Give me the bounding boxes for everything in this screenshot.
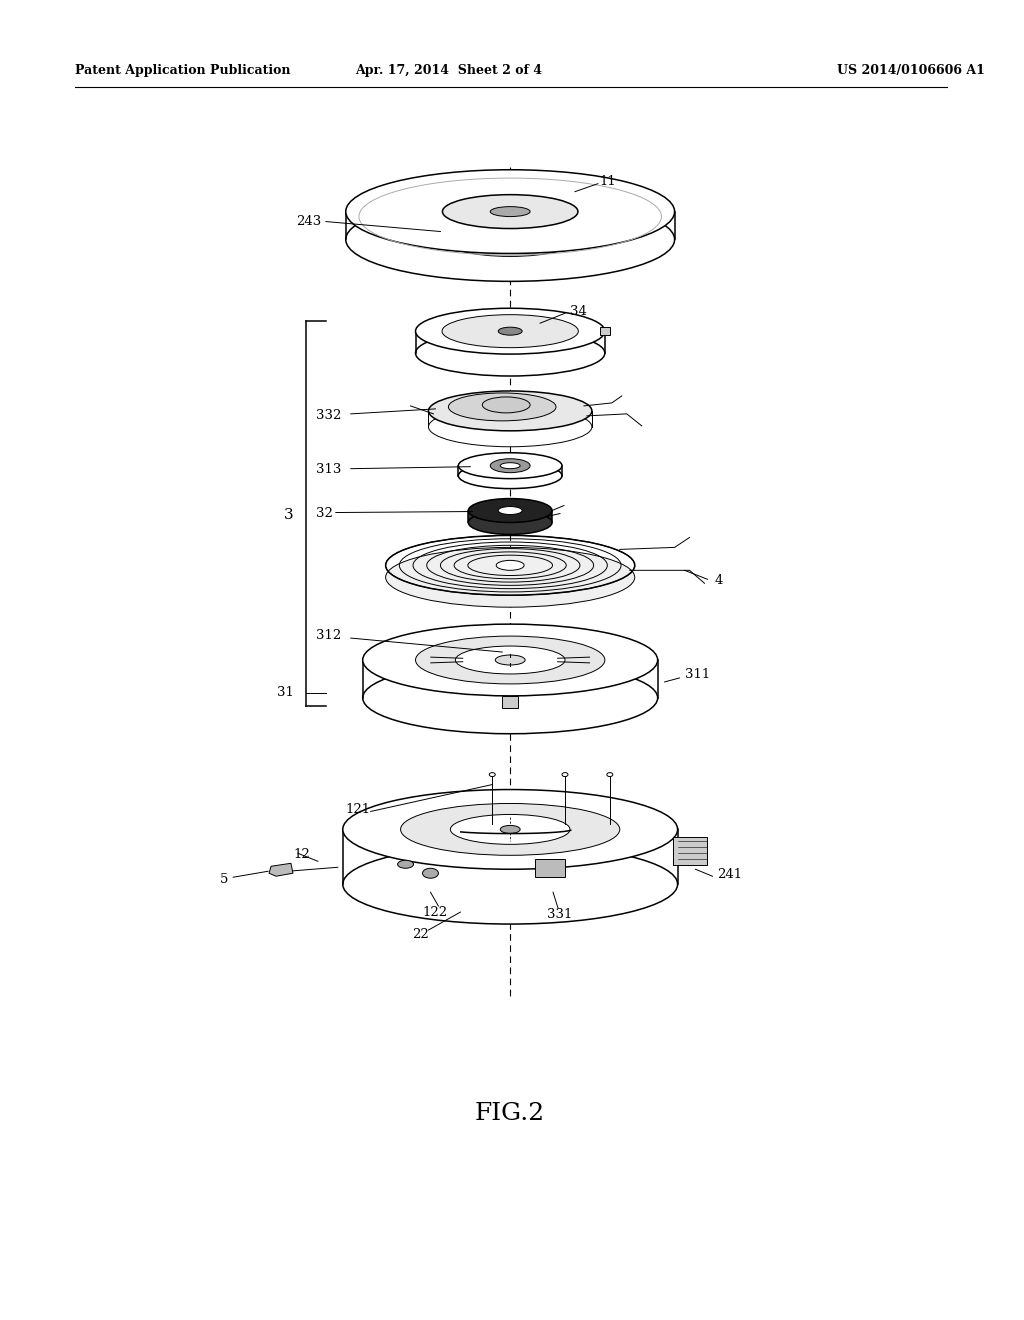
Ellipse shape: [562, 772, 568, 776]
Text: 11: 11: [600, 176, 616, 189]
Text: 243: 243: [296, 215, 322, 228]
Ellipse shape: [343, 789, 678, 870]
Ellipse shape: [490, 459, 530, 473]
Text: 32: 32: [315, 507, 333, 520]
Ellipse shape: [499, 327, 522, 335]
Ellipse shape: [346, 170, 675, 253]
Ellipse shape: [442, 314, 579, 347]
Ellipse shape: [362, 663, 657, 734]
Ellipse shape: [489, 772, 496, 776]
FancyBboxPatch shape: [673, 837, 708, 866]
Text: 34: 34: [570, 305, 587, 318]
Ellipse shape: [428, 407, 592, 446]
Ellipse shape: [343, 845, 678, 924]
Ellipse shape: [416, 309, 605, 354]
Ellipse shape: [428, 391, 592, 430]
Text: 12: 12: [293, 847, 309, 861]
Ellipse shape: [500, 825, 520, 833]
Ellipse shape: [362, 624, 657, 696]
Text: 312: 312: [315, 628, 341, 642]
Ellipse shape: [456, 645, 565, 675]
Polygon shape: [468, 511, 552, 523]
Ellipse shape: [416, 636, 605, 684]
Text: 5: 5: [220, 873, 228, 886]
Ellipse shape: [468, 499, 552, 523]
Ellipse shape: [386, 548, 635, 607]
Text: US 2014/0106606 A1: US 2014/0106606 A1: [837, 63, 985, 77]
Ellipse shape: [416, 330, 605, 376]
Ellipse shape: [400, 804, 620, 855]
Ellipse shape: [442, 194, 578, 228]
Text: Patent Application Publication: Patent Application Publication: [75, 63, 290, 77]
Text: FIG.2: FIG.2: [475, 1102, 545, 1125]
Ellipse shape: [490, 207, 530, 216]
Text: 31: 31: [278, 686, 294, 700]
Ellipse shape: [607, 772, 612, 776]
Ellipse shape: [499, 507, 522, 515]
Text: 122: 122: [423, 906, 449, 919]
Text: Apr. 17, 2014  Sheet 2 of 4: Apr. 17, 2014 Sheet 2 of 4: [355, 63, 542, 77]
Ellipse shape: [459, 453, 562, 479]
FancyBboxPatch shape: [536, 859, 565, 878]
Polygon shape: [346, 211, 675, 239]
Ellipse shape: [497, 561, 524, 570]
Ellipse shape: [482, 397, 530, 413]
Text: 313: 313: [315, 463, 341, 477]
Text: 22: 22: [412, 928, 429, 941]
Text: 311: 311: [685, 668, 710, 681]
Ellipse shape: [500, 463, 520, 469]
Ellipse shape: [442, 223, 578, 256]
Ellipse shape: [346, 198, 675, 281]
Ellipse shape: [449, 393, 556, 421]
Polygon shape: [459, 466, 562, 475]
Text: 121: 121: [346, 803, 371, 816]
Text: 241: 241: [718, 867, 742, 880]
Text: 332: 332: [315, 409, 341, 422]
Polygon shape: [362, 660, 657, 698]
Polygon shape: [416, 331, 605, 352]
Ellipse shape: [459, 463, 562, 488]
Polygon shape: [269, 863, 293, 876]
Ellipse shape: [397, 861, 414, 869]
Polygon shape: [502, 696, 518, 708]
Polygon shape: [343, 829, 678, 884]
Ellipse shape: [451, 814, 570, 845]
Ellipse shape: [468, 511, 552, 535]
Ellipse shape: [423, 869, 438, 878]
Polygon shape: [600, 327, 610, 335]
Ellipse shape: [496, 655, 525, 665]
Text: 4: 4: [715, 574, 723, 587]
Polygon shape: [428, 411, 592, 426]
Text: 331: 331: [547, 908, 572, 920]
Text: 3: 3: [285, 507, 294, 521]
